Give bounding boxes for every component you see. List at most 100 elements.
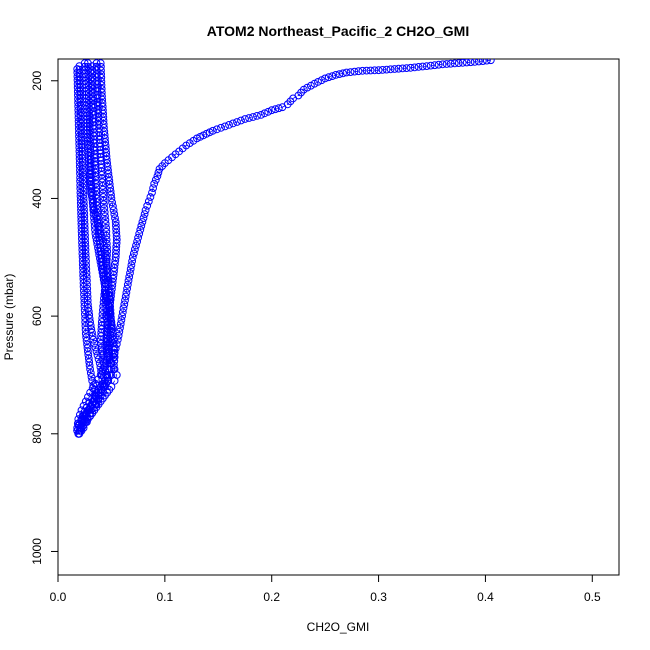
data-point	[434, 60, 443, 69]
data-point	[103, 251, 111, 260]
data-point	[101, 367, 110, 375]
data-point	[84, 81, 93, 90]
data-point	[136, 225, 145, 234]
data-point	[86, 134, 94, 142]
data-point	[96, 335, 105, 344]
data-point	[106, 311, 114, 319]
data-point	[101, 220, 110, 228]
data-point	[80, 302, 89, 311]
data-point	[79, 264, 87, 273]
data-point	[99, 189, 107, 198]
data-point	[335, 70, 344, 78]
data-point	[74, 95, 82, 103]
data-point	[109, 206, 118, 215]
data-point	[154, 168, 163, 177]
data-point	[100, 294, 108, 303]
data-point	[84, 63, 92, 71]
data-point	[98, 182, 107, 190]
data-point	[482, 59, 491, 65]
data-point	[100, 290, 109, 299]
series-6	[73, 65, 100, 435]
data-point	[84, 59, 92, 67]
y-tick-label: 600	[30, 306, 44, 326]
data-point	[328, 72, 337, 80]
data-point	[73, 87, 82, 96]
data-point	[110, 349, 119, 358]
data-point	[257, 111, 265, 119]
data-point	[374, 66, 383, 75]
series-line	[79, 63, 118, 435]
data-point	[97, 77, 106, 86]
data-point	[80, 298, 89, 307]
data-point	[233, 118, 241, 126]
data-point	[127, 261, 136, 270]
plot-frame	[57, 58, 620, 576]
data-point	[128, 257, 137, 266]
data-point	[102, 227, 111, 236]
data-point	[91, 343, 100, 352]
data-point	[470, 59, 479, 66]
data-point	[97, 332, 105, 341]
data-point	[104, 335, 113, 344]
data-point	[78, 238, 86, 247]
data-point	[84, 74, 93, 82]
data-point	[97, 339, 105, 348]
chart-title: ATOM2 Northeast_Pacific_2 CH2O_GMI	[207, 23, 469, 39]
data-point	[75, 132, 83, 141]
data-point	[274, 104, 283, 113]
data-point	[462, 59, 471, 67]
data-point	[141, 206, 150, 215]
data-point	[102, 231, 111, 240]
data-point	[100, 359, 108, 368]
data-point	[94, 396, 102, 404]
data-point	[89, 381, 98, 390]
series-line	[77, 59, 491, 434]
data-point	[85, 119, 94, 127]
data-point	[221, 122, 229, 131]
data-point	[128, 253, 137, 262]
data-point	[107, 191, 115, 199]
data-point	[134, 233, 143, 242]
data-point	[354, 67, 363, 76]
data-point	[253, 112, 261, 120]
data-point	[98, 174, 106, 183]
data-point	[382, 65, 391, 74]
data-point	[438, 60, 447, 69]
data-point	[80, 306, 89, 315]
x-axis: 0.0 0.1 0.2 0.3 0.4 0.5	[50, 574, 601, 604]
data-point	[73, 83, 82, 92]
data-point	[93, 94, 102, 103]
data-point	[264, 107, 273, 116]
data-point	[94, 113, 103, 121]
data-point	[78, 246, 87, 254]
data-point	[76, 426, 85, 435]
data-point	[87, 180, 96, 189]
data-point	[91, 400, 100, 409]
data-point	[86, 365, 94, 374]
data-point	[93, 91, 102, 99]
data-point	[138, 218, 147, 226]
data-point	[102, 263, 111, 272]
data-point	[217, 123, 225, 132]
data-point	[84, 89, 93, 97]
data-point	[362, 66, 371, 75]
data-point	[478, 59, 487, 65]
data-point	[73, 426, 82, 435]
data-point	[88, 376, 97, 385]
data-point	[90, 214, 98, 223]
data-point	[85, 96, 93, 105]
data-point	[78, 260, 87, 269]
data-point	[124, 276, 133, 285]
data-point	[87, 184, 96, 193]
data-point	[73, 80, 82, 88]
data-point	[89, 202, 97, 211]
data-point	[99, 185, 107, 194]
data-point	[390, 65, 399, 73]
data-point	[76, 181, 85, 190]
data-point	[122, 288, 131, 297]
data-point	[98, 310, 107, 319]
series-layer	[73, 59, 495, 438]
data-point	[229, 119, 237, 128]
data-point	[370, 66, 379, 75]
data-point	[486, 59, 495, 65]
